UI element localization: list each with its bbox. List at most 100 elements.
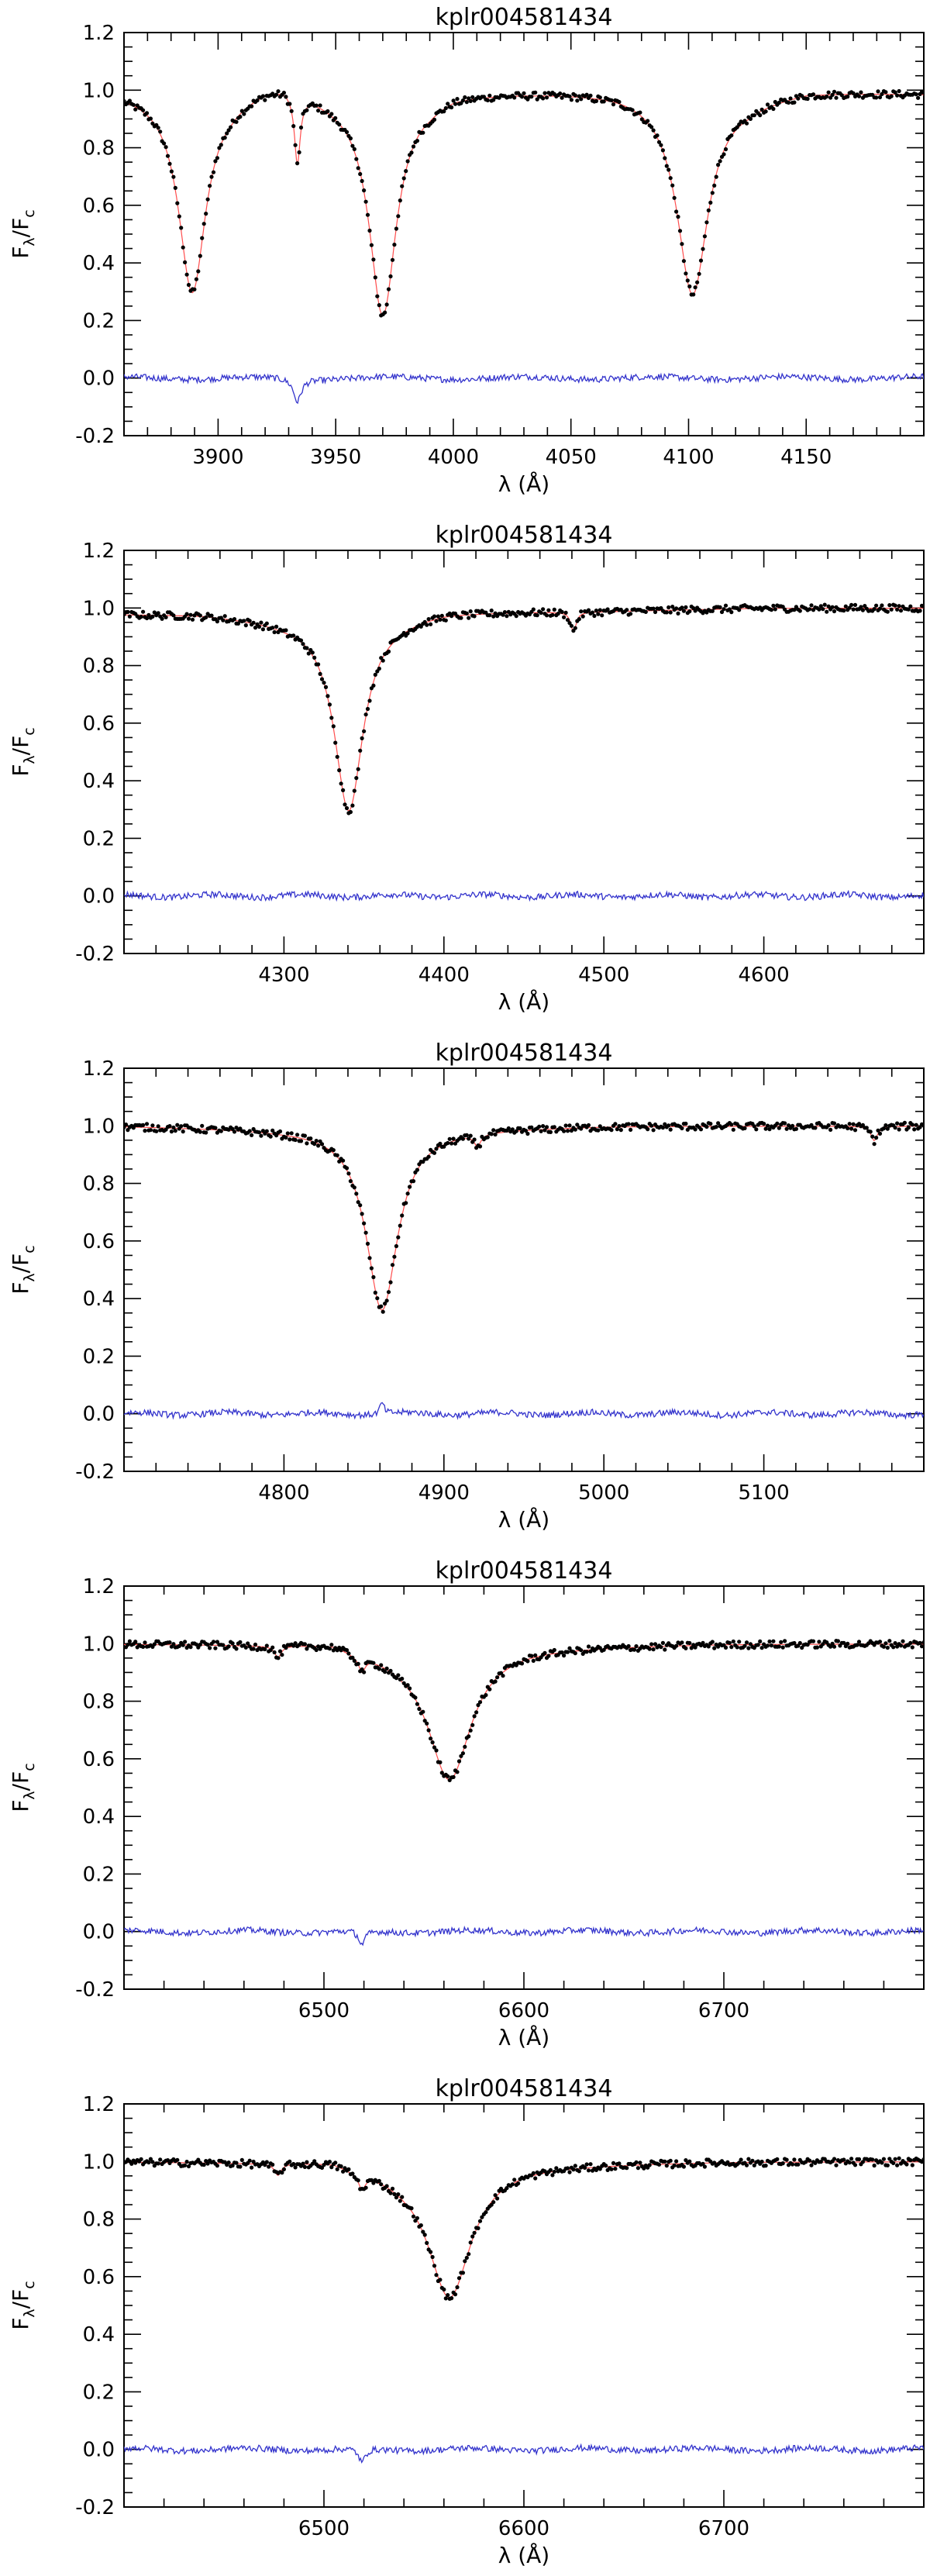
y-axis-title-slash: /F [8,1254,33,1274]
observed-point [765,1643,770,1648]
observed-point [908,1640,913,1645]
y-axis-title-main: F [8,2318,33,2330]
observed-point [670,605,675,609]
observed-point [531,2171,536,2175]
observed-point [432,1745,437,1750]
observed-point [281,2167,286,2171]
observed-point [594,609,599,613]
observed-point [744,121,749,126]
observed-point [544,613,549,618]
observed-point [167,1124,172,1129]
observed-point [773,607,777,612]
observed-point [729,133,734,138]
y-axis-title: Fλ/Fc [8,727,38,776]
observed-point [209,613,214,618]
chart-panel-4: kplr004581434 -0.2 0.0 0.2 0.4 0.6 0.8 1.0 1.2 65… [8,1557,925,2050]
x-tick-label: 4050 [546,446,597,469]
observed-point [685,278,690,283]
observed-point [451,1136,456,1141]
y-axis-title-sub: c [21,1245,38,1253]
observed-point [298,125,304,130]
observed-point [897,88,901,94]
observed-point [171,1125,176,1130]
y-axis-title: Fλ/Fc [8,209,38,258]
observed-point [219,143,223,147]
observed-point [204,615,208,620]
observed-point [405,1191,410,1196]
observed-point [247,1129,252,1133]
observed-point [250,104,254,109]
observed-point [467,2252,471,2257]
y-tick-label: 0.4 [83,2323,115,2347]
observed-point [615,1127,620,1132]
observed-point [418,624,423,629]
observed-point [680,1640,684,1645]
observed-point [259,1133,264,1138]
observed-point [263,2163,267,2167]
observed-point [450,105,454,110]
observed-point [450,2296,454,2301]
observed-point [779,1640,784,1644]
observed-point [369,1266,374,1271]
observed-point [291,633,296,638]
observed-point [232,617,237,622]
observed-point [476,1702,480,1708]
observed-point [337,768,342,773]
observed-point [569,623,574,628]
observed-point [881,2157,886,2161]
observed-point [453,102,458,106]
observed-point [352,788,356,793]
observed-point [234,1647,239,1651]
observed-point [796,96,801,101]
observed-point [529,1654,534,1658]
observed-point [259,620,264,625]
observed-point [183,1640,188,1644]
observed-point [467,1734,471,1739]
observed-point [514,1129,518,1133]
observed-point [487,1687,492,1691]
observed-point [792,608,797,612]
observed-point [727,1640,732,1645]
observed-point [164,615,168,619]
observed-point [625,608,629,612]
observed-point [226,1644,231,1649]
observed-point [575,1122,580,1127]
observed-point [377,303,381,308]
observed-point [533,90,538,95]
observed-point [316,662,321,667]
observed-point [141,1644,146,1649]
observed-point [874,603,879,608]
observed-point [432,117,437,122]
observed-point [684,1121,688,1126]
observed-point [649,1642,654,1647]
observed-point [350,143,355,148]
observed-point [443,618,448,622]
y-tick-label: 0.0 [83,1921,115,1944]
observed-point [341,1158,346,1163]
observed-point [356,166,360,171]
observed-point [131,102,136,107]
observed-point [432,2264,437,2268]
observed-point [184,612,189,616]
observed-point [436,614,441,619]
observed-point [567,94,572,98]
observed-point [846,1641,850,1646]
observed-point [308,1136,313,1141]
observed-point [748,116,753,121]
observed-point [164,145,168,150]
observed-point [263,1647,267,1652]
observed-point [849,1126,854,1131]
observed-point [154,1129,159,1133]
observed-point [156,611,160,616]
observed-point [460,98,466,103]
observed-point [396,214,401,219]
observed-point [643,609,648,615]
observed-point [805,1643,810,1647]
observed-point [400,184,405,188]
observed-point [750,2158,755,2163]
y-tick-label: 0.8 [83,655,115,678]
observed-point [914,92,918,97]
observed-point [864,1126,869,1130]
observed-point [777,1644,781,1649]
observed-point [790,1123,795,1128]
